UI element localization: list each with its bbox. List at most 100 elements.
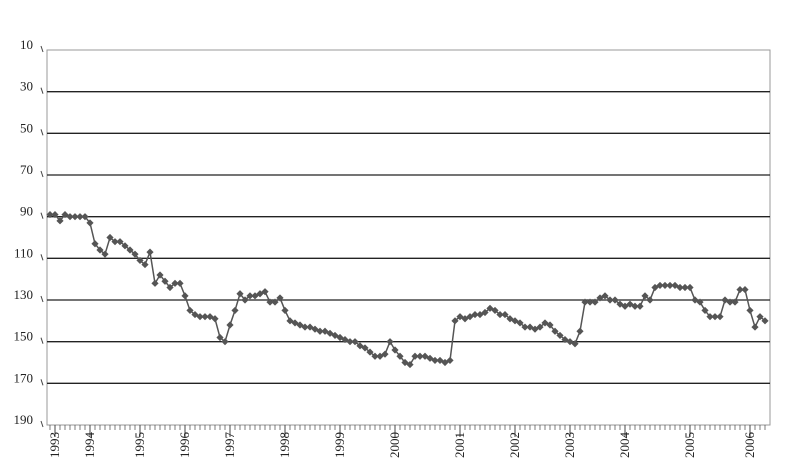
y-tick — [40, 379, 44, 386]
data-point — [546, 321, 554, 329]
data-point — [731, 298, 739, 306]
data-point — [346, 338, 354, 346]
y-tick — [40, 170, 44, 178]
data-point — [141, 260, 149, 269]
data-point — [121, 242, 129, 250]
plot-area — [46, 49, 771, 426]
data-point — [231, 306, 239, 315]
data-point — [386, 338, 394, 346]
data-point — [491, 306, 499, 315]
data-point — [61, 210, 69, 219]
y-tick — [40, 254, 44, 261]
data-point — [391, 346, 399, 354]
data-point — [56, 217, 64, 225]
y-tick-label: 170 — [14, 370, 34, 385]
data-point — [706, 313, 714, 321]
data-point — [176, 279, 184, 287]
data-point — [611, 296, 619, 304]
data-point — [641, 292, 649, 300]
data-point — [516, 319, 524, 327]
data-point — [446, 356, 454, 365]
data-point — [726, 298, 734, 306]
y-tick — [40, 295, 44, 303]
data-point — [146, 248, 154, 256]
data-point — [496, 310, 504, 319]
data-point — [171, 279, 179, 287]
data-point — [211, 315, 219, 323]
data-point — [136, 256, 144, 265]
data-point — [551, 327, 559, 335]
data-point — [686, 283, 694, 292]
y-tick — [40, 212, 44, 219]
data-point — [411, 352, 419, 360]
data-point — [396, 352, 404, 360]
data-point — [646, 296, 654, 304]
x-tick-label: 2005 — [682, 432, 697, 458]
data-point — [226, 321, 234, 329]
data-point — [736, 285, 744, 294]
x-tick-label: 1993 — [47, 432, 62, 458]
data-point — [181, 292, 189, 300]
data-point — [431, 356, 439, 365]
data-point — [316, 327, 324, 335]
data-point — [381, 350, 389, 358]
data-point — [601, 292, 609, 300]
y-tick — [40, 420, 44, 428]
data-point — [636, 302, 644, 310]
data-point — [91, 240, 99, 248]
data-point — [156, 271, 164, 279]
y-tick-label: 150 — [14, 329, 34, 344]
data-point — [576, 327, 584, 335]
data-point — [746, 306, 754, 315]
data-point — [161, 277, 169, 285]
data-point — [216, 333, 224, 342]
data-point — [241, 296, 249, 304]
y-tick-label: 30 — [20, 79, 33, 94]
x-tick-label: 1995 — [132, 432, 147, 458]
data-point — [606, 296, 614, 304]
data-point — [221, 338, 229, 346]
data-point — [756, 313, 764, 321]
x-tick-label: 2001 — [452, 432, 467, 458]
x-tick-label: 2004 — [617, 432, 632, 459]
data-point — [271, 298, 279, 306]
data-point — [86, 219, 94, 227]
y-tick-label: 130 — [14, 287, 34, 302]
data-point — [261, 288, 269, 296]
data-point — [201, 313, 209, 321]
data-point — [151, 279, 159, 287]
data-point — [186, 306, 194, 315]
data-point — [51, 210, 59, 219]
data-point — [591, 298, 599, 306]
data-point — [716, 313, 724, 321]
y-tick-label: 70 — [20, 162, 33, 177]
data-point — [556, 331, 564, 340]
data-point — [626, 300, 634, 308]
data-point — [451, 317, 459, 325]
data-point — [536, 323, 544, 331]
data-point — [751, 323, 759, 331]
data-point — [366, 348, 374, 356]
data-point — [116, 238, 124, 246]
data-point — [671, 281, 679, 290]
data-point — [81, 213, 89, 221]
data-point — [206, 313, 214, 321]
data-point — [571, 340, 579, 348]
x-tick-label: 1996 — [177, 432, 192, 459]
x-tick-label: 1997 — [222, 432, 237, 459]
x-tick-label: 2000 — [387, 432, 402, 458]
y-tick — [40, 337, 44, 344]
data-point — [266, 298, 274, 306]
data-point — [681, 283, 689, 292]
y-tick-label: 10 — [20, 37, 33, 52]
data-point — [246, 292, 254, 300]
data-point — [301, 323, 309, 331]
x-tick-label: 1999 — [332, 432, 347, 458]
data-point — [101, 250, 109, 258]
y-tick — [40, 129, 44, 136]
data-point — [406, 360, 414, 369]
data-point — [196, 313, 204, 321]
data-point — [471, 310, 479, 319]
data-point — [711, 313, 719, 321]
